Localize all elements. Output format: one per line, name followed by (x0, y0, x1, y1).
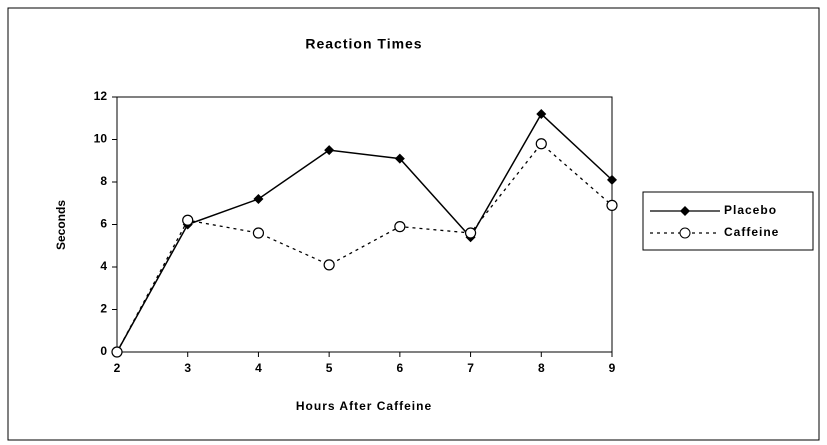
legend-label: Placebo (724, 203, 777, 217)
series-line (116, 112, 613, 353)
legend-marker (679, 227, 691, 239)
x-axis-label: Hours After Caffeine (296, 399, 432, 413)
marker (323, 259, 335, 271)
marker (252, 227, 265, 239)
x-tick-label: 5 (326, 361, 333, 375)
marker (182, 214, 194, 226)
marker (606, 199, 618, 211)
y-tick-label: 6 (100, 217, 107, 231)
legend-box (642, 191, 814, 251)
marker (253, 194, 264, 204)
marker (464, 227, 477, 239)
marker (607, 174, 617, 185)
marker (536, 109, 547, 119)
marker (535, 138, 547, 150)
marker (394, 153, 405, 164)
y-tick-label: 0 (100, 344, 107, 358)
legend-marker (680, 206, 690, 216)
chart-title: Reaction Times (305, 36, 422, 52)
x-tick-label: 4 (255, 361, 262, 375)
x-tick-label: 8 (538, 361, 545, 375)
y-tick-label: 12 (94, 89, 108, 103)
x-tick-label: 6 (397, 361, 404, 375)
x-tick-label: 7 (467, 361, 474, 375)
x-tick-label: 9 (609, 361, 616, 375)
x-tick-label: 3 (184, 361, 191, 375)
marker (324, 145, 335, 156)
marker (394, 221, 406, 233)
x-tick-label: 2 (114, 361, 121, 375)
marker (111, 346, 123, 358)
series-line (116, 142, 613, 353)
y-axis-label: Seconds (54, 200, 68, 250)
legend-label: Caffeine (724, 225, 779, 239)
y-tick-label: 4 (100, 259, 107, 273)
chart-frame (7, 7, 820, 441)
y-tick-label: 2 (100, 302, 107, 316)
y-tick-label: 8 (100, 174, 107, 188)
y-tick-label: 10 (94, 132, 108, 146)
